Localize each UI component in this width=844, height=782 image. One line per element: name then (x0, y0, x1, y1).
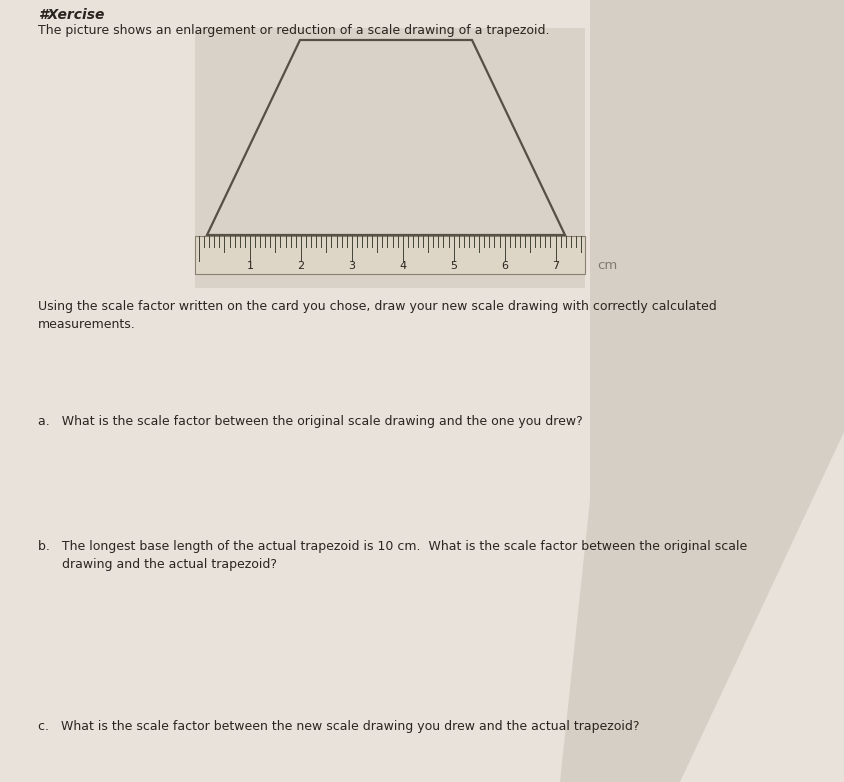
Text: The picture shows an enlargement or reduction of a scale drawing of a trapezoid.: The picture shows an enlargement or redu… (38, 24, 549, 37)
Polygon shape (560, 0, 844, 782)
Text: b.   The longest base length of the actual trapezoid is 10 cm.  What is the scal: b. The longest base length of the actual… (38, 540, 746, 553)
Text: 5: 5 (450, 260, 457, 271)
Bar (195, 28, 584, 288)
Text: cm: cm (597, 259, 616, 272)
Text: 1: 1 (246, 260, 253, 271)
Text: drawing and the actual trapezoid?: drawing and the actual trapezoid? (38, 558, 277, 571)
Text: 7: 7 (551, 260, 559, 271)
Text: 4: 4 (398, 260, 406, 271)
Text: Using the scale factor written on the card you chose, draw your new scale drawin: Using the scale factor written on the ca… (38, 300, 716, 313)
Bar (195, 236, 584, 274)
Text: a.   What is the scale factor between the original scale drawing and the one you: a. What is the scale factor between the … (38, 415, 582, 428)
Text: c.   What is the scale factor between the new scale drawing you drew and the act: c. What is the scale factor between the … (38, 720, 639, 733)
Text: #Xercise: #Xercise (38, 8, 105, 22)
Text: 6: 6 (500, 260, 507, 271)
Text: 3: 3 (348, 260, 354, 271)
Text: 2: 2 (297, 260, 304, 271)
Text: measurements.: measurements. (38, 318, 136, 331)
